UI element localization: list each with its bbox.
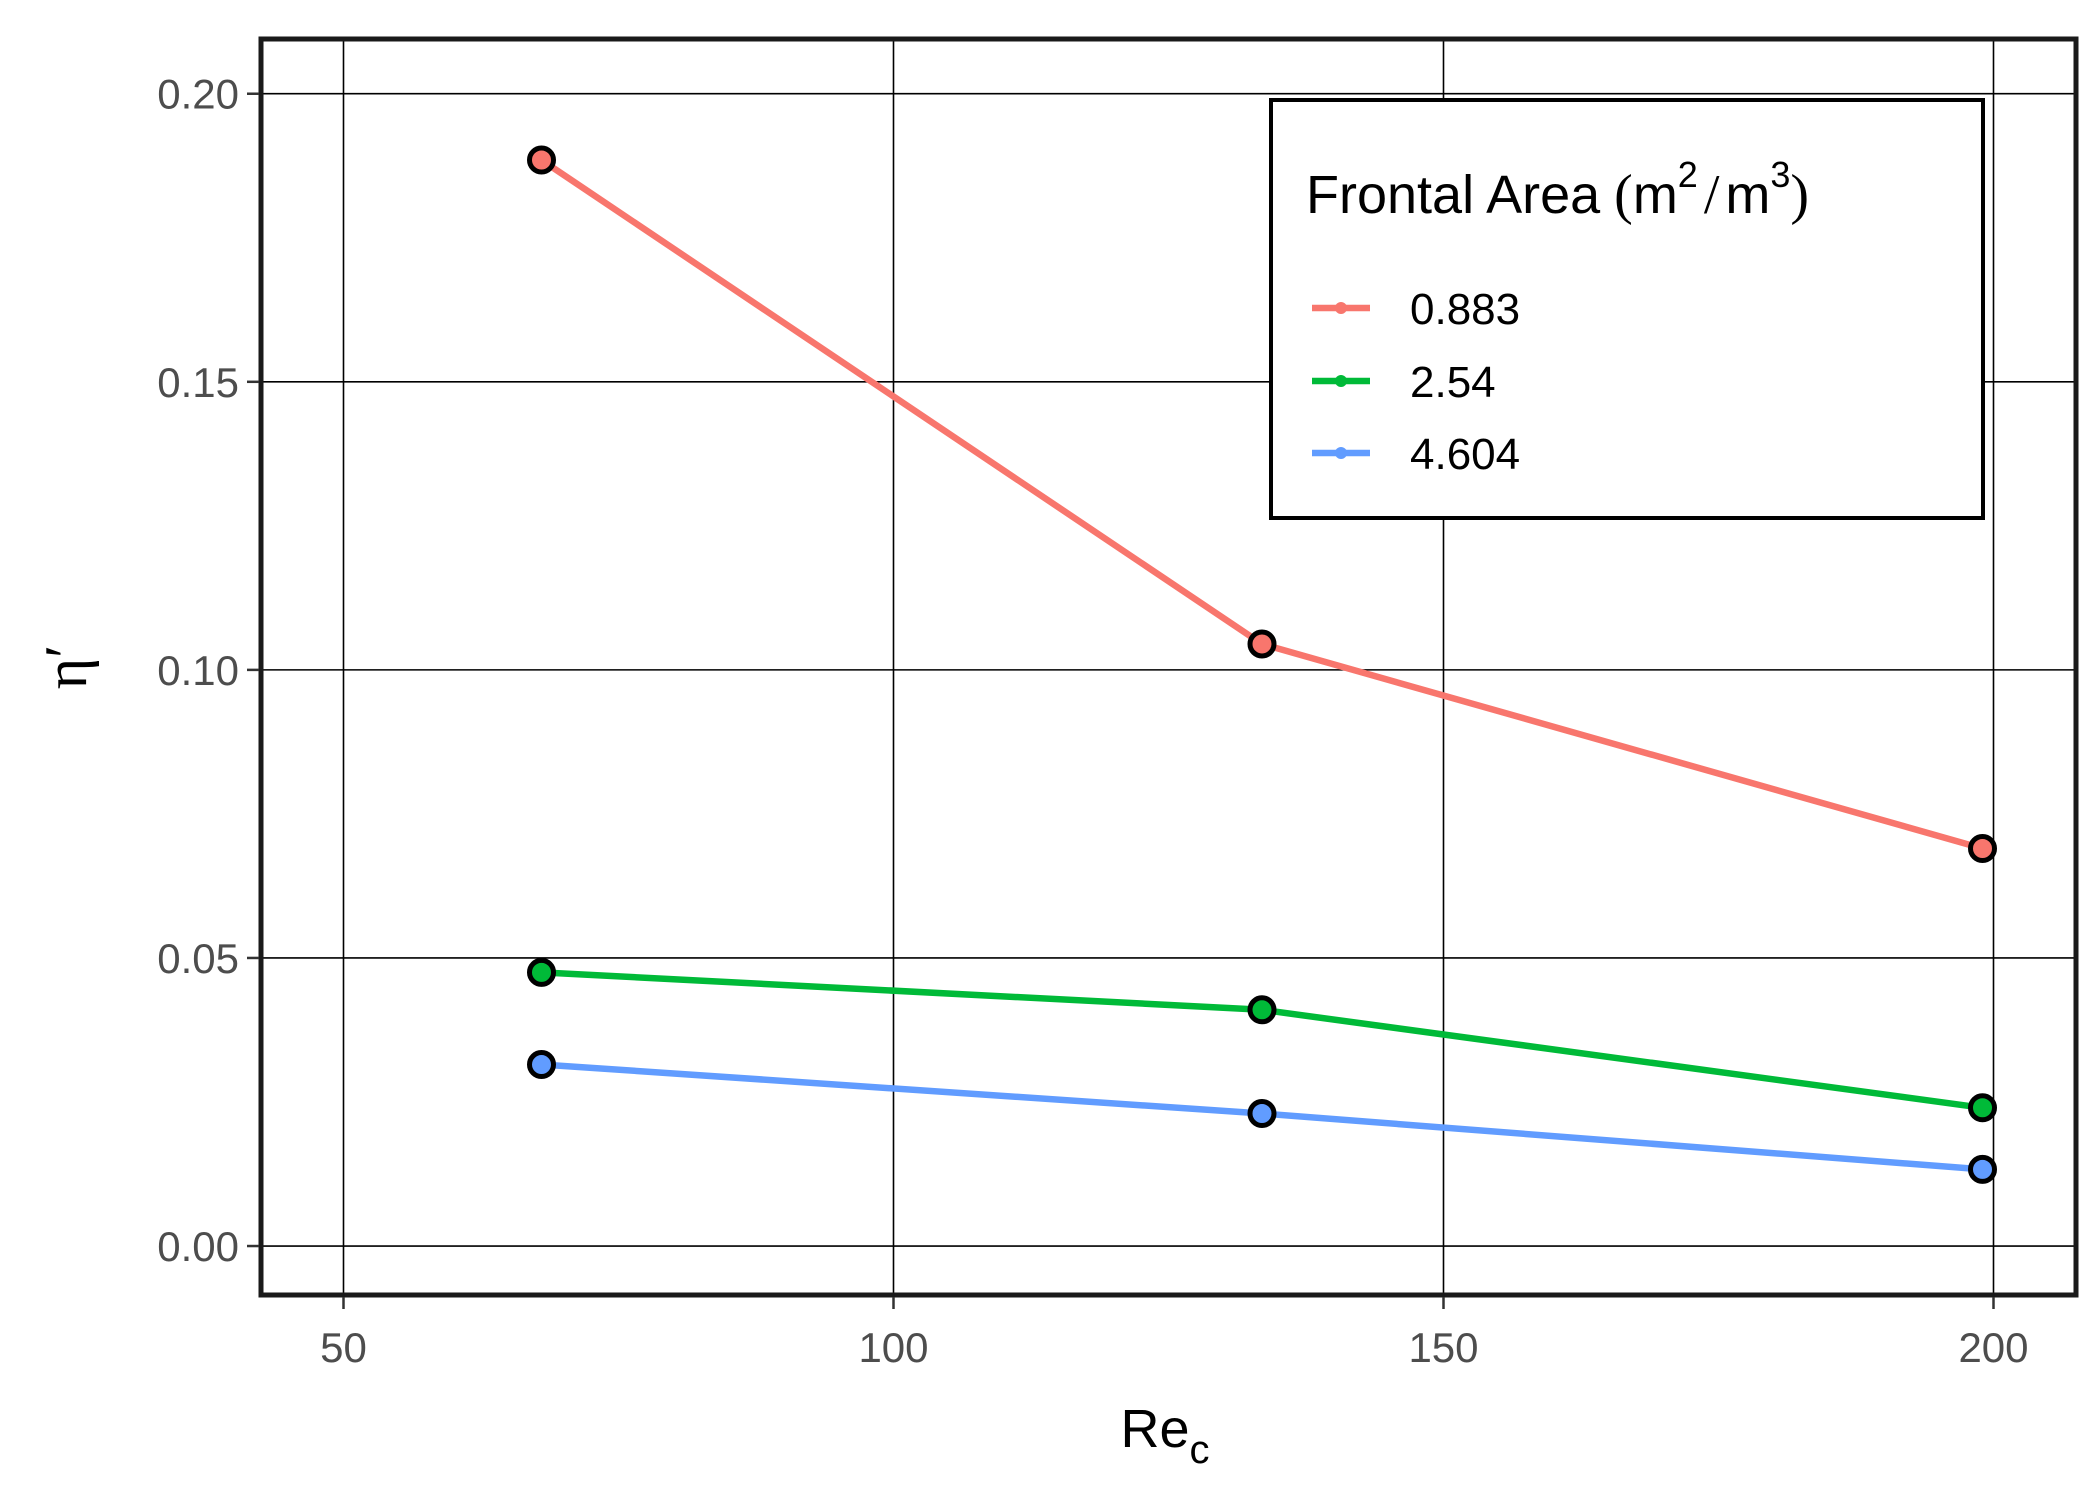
legend-label-2.54: 2.54 (1410, 358, 1496, 407)
y-tick-label: 0.15 (157, 359, 239, 406)
legend-items: 0.883 2.54 4.604 (1312, 285, 1520, 479)
data-point-4.604-2 (1968, 1154, 1997, 1184)
y-tick-label: 0.10 (157, 647, 239, 694)
y-tick-label: 0.20 (157, 71, 239, 118)
panel-border (258, 36, 2079, 1298)
legend-title-paren-close: ) (1790, 164, 1809, 226)
data-point-0.883-2 (1968, 833, 1997, 863)
legend-title-unit-1: m (1633, 165, 1678, 225)
x-tick-label: 100 (858, 1324, 928, 1371)
data-point-0.883-0 (527, 145, 556, 175)
legend-title-unit-2: m (1725, 165, 1770, 225)
x-axis-title: Rec (1120, 1399, 1209, 1472)
legend-title-exponent-2: 3 (1770, 154, 1790, 195)
data-point-4.604-0 (527, 1050, 556, 1080)
legend-label-0.883: 0.883 (1410, 285, 1520, 334)
legend-key-point-0.883 (1335, 302, 1347, 314)
legend-title: Frontal Area (m2/m3) (1306, 154, 1809, 226)
legend-key-point-2.54 (1335, 375, 1347, 387)
legend-title-paren-open: ( (1614, 164, 1633, 226)
legend-title-exponent-1: 2 (1678, 154, 1698, 195)
series-layer (527, 145, 1997, 1184)
data-point-4.604-1 (1247, 1099, 1277, 1129)
data-point-2.54-0 (527, 957, 556, 987)
y-axis-title: η′ (33, 645, 99, 690)
legend-box (1269, 98, 1985, 520)
axis-ticks: 50 100 150 200 0.00 0.05 0.10 0.15 0.20 (157, 71, 2028, 1371)
legend-label-4.604: 4.604 (1410, 430, 1520, 479)
x-tick-label: 200 (1958, 1324, 2028, 1371)
data-point-0.883-1 (1247, 629, 1277, 659)
data-point-2.54-1 (1247, 995, 1277, 1025)
x-axis-title-subscript: c (1190, 1428, 1210, 1472)
legend-key-point-4.604 (1335, 447, 1347, 459)
y-tick-label: 0.05 (157, 935, 239, 982)
data-point-2.54-2 (1968, 1093, 1997, 1123)
x-tick-label: 50 (320, 1324, 367, 1371)
legend-title-slash: / (1704, 164, 1720, 226)
x-axis-title-main: Re (1120, 1399, 1189, 1459)
x-tick-label: 150 (1408, 1324, 1478, 1371)
legend-title-main: Frontal Area (1306, 165, 1601, 225)
series-line-2.54 (541, 969, 1983, 1112)
y-tick-label: 0.00 (157, 1223, 239, 1270)
